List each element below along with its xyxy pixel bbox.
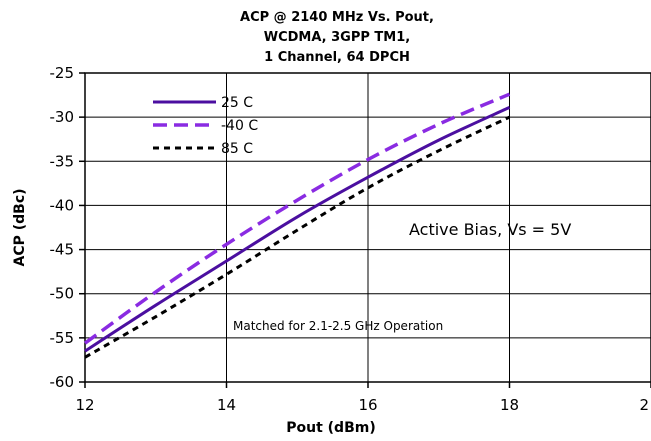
series-line-minus40c [83,92,511,345]
x-tick-label: 2 [639,396,649,414]
series-lines [83,92,511,359]
annotation-matched: Matched for 2.1-2.5 GHz Operation [233,319,443,333]
chart-title-line-2: WCDMA, 3GPP TM1, [264,30,410,45]
chart-title-line-1: ACP @ 2140 MHz Vs. Pout, [240,10,434,25]
legend-label-85c: 85 C [221,141,253,157]
legend-label-minus40c: -40 C [221,118,258,134]
legend-label-25c: 25 C [221,95,253,111]
y-tick-label: -30 [50,108,75,126]
y-tick-label: -40 [50,196,75,214]
x-tick-label: 14 [217,396,236,414]
legend: 25 C -40 C 85 C [153,95,258,157]
x-tick-label: 16 [358,396,377,414]
y-tick-label: -25 [50,64,75,82]
x-tick-label: 18 [500,396,519,414]
chart-title-line-3: 1 Channel, 64 DPCH [264,50,410,65]
x-tick-label: 12 [75,396,94,414]
y-tick-label: -45 [50,241,75,259]
y-tick-label: -55 [50,329,75,347]
plot-frame [84,72,651,383]
annotation-active-bias: Active Bias, Vs = 5V [409,220,571,239]
y-tick-label: -50 [50,285,75,303]
y-axis-label: ACP (dBc) [12,188,28,266]
series-line-25c [84,106,511,353]
x-axis-label: Pout (dBm) [286,420,376,436]
y-tick-label: -60 [50,373,75,391]
series-line-85c [84,115,511,359]
y-tick-label: -35 [50,152,75,170]
